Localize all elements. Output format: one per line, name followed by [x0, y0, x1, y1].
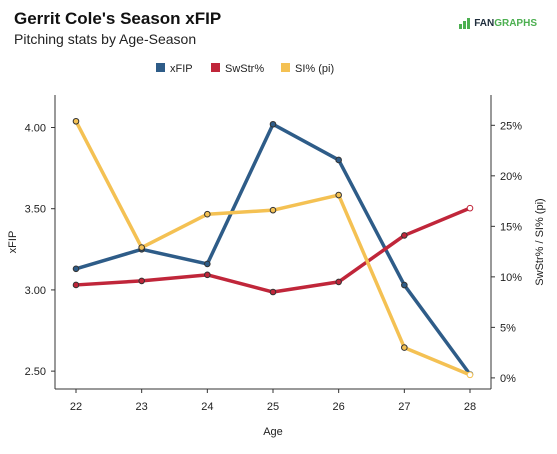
fangraphs-logo-text: FANGRAPHS [474, 18, 537, 29]
legend-label-swstr: SwStr% [225, 63, 264, 75]
y-left-tick-label: 3.50 [25, 204, 46, 216]
data-point-xfip [72, 265, 80, 273]
data-point-si-pi [335, 191, 342, 199]
logo-text-graphs: GRAPHS [494, 18, 537, 29]
data-point-swstr [72, 281, 80, 289]
series-line-xfip [74, 122, 472, 377]
data-point-xfip [204, 260, 211, 268]
x-tick-label: 22 [70, 401, 82, 413]
y-right-tick-label: 5% [500, 322, 516, 334]
data-point-swstr [466, 204, 474, 212]
y-right-tick-label: 0% [500, 373, 516, 385]
y-left-tick-label: 3.00 [25, 285, 46, 297]
data-point-xfip [401, 281, 408, 289]
data-point-swstr [335, 278, 342, 286]
data-point-swstr [204, 271, 211, 279]
data-point-swstr [401, 232, 408, 239]
data-point-si-pi [72, 117, 80, 125]
x-tick-label: 23 [136, 401, 148, 413]
legend-label-xfip: xFIP [170, 63, 193, 75]
data-point-xfip [335, 156, 342, 164]
legend-swatch-xfip [156, 63, 165, 72]
data-point-xfip [269, 120, 277, 128]
x-axis-title: Age [263, 426, 283, 438]
y-right-tick-label: 25% [500, 120, 522, 132]
fangraphs-logo: FANGRAPHS [459, 18, 537, 29]
x-tick-label: 26 [333, 401, 345, 413]
series-line-si-pi [74, 119, 472, 377]
fangraphs-logo-icon [459, 18, 471, 29]
y-axis-left-title: xFIP [7, 231, 19, 254]
y-axis-right-title: SwStr% / SI% (pi) [534, 198, 546, 285]
x-tick-label: 27 [398, 401, 410, 413]
legend-swatch-si-pi [281, 63, 290, 72]
legend-swatch-swstr [211, 63, 220, 72]
data-point-swstr [269, 288, 277, 296]
data-point-swstr [138, 277, 145, 285]
data-point-si-pi [269, 206, 277, 214]
logo-text-fan: FAN [474, 18, 495, 29]
chart-subtitle: Pitching stats by Age-Season [14, 31, 197, 47]
x-tick-label: 28 [464, 401, 476, 413]
y-right-tick-label: 15% [500, 221, 522, 233]
data-point-si-pi [204, 210, 211, 218]
x-tick-label: 24 [201, 401, 213, 413]
chart-title: Gerrit Cole's Season xFIP [14, 9, 222, 28]
data-point-si-pi [466, 371, 474, 379]
data-point-si-pi [138, 244, 145, 251]
y-left-tick-label: 2.50 [25, 366, 46, 378]
y-right-tick-label: 20% [500, 171, 522, 183]
y-right-tick-label: 10% [500, 272, 522, 284]
x-tick-label: 25 [267, 401, 279, 413]
y-left-tick-label: 4.00 [25, 122, 46, 134]
data-point-si-pi [401, 344, 408, 351]
legend-label-si-pi: SI% (pi) [295, 63, 334, 75]
